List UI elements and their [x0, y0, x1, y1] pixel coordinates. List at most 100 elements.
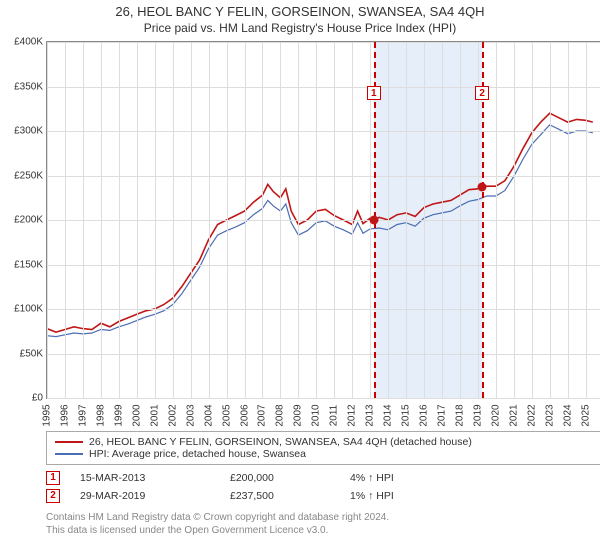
gridline-h — [47, 176, 600, 177]
sale-hpi: 1% ↑ HPI — [350, 490, 394, 502]
sale-date: 15-MAR-2013 — [80, 472, 230, 484]
gridline-v — [280, 42, 281, 398]
series-hpi — [47, 125, 593, 337]
gridline-v — [334, 42, 335, 398]
gridline-v — [209, 42, 210, 398]
x-axis-label: 2009 — [293, 404, 304, 426]
x-axis-label: 2023 — [544, 404, 555, 426]
x-axis-label: 2011 — [329, 405, 340, 427]
x-axis-label: 2014 — [383, 404, 394, 426]
sale-marker-dot — [478, 182, 487, 191]
gridline-v — [496, 42, 497, 398]
gridline-h — [47, 220, 600, 221]
sale-price: £237,500 — [230, 490, 350, 502]
y-axis-label: £100K — [14, 304, 43, 315]
sale-price: £200,000 — [230, 472, 350, 484]
legend-swatch — [55, 453, 83, 455]
chart-subtitle: Price paid vs. HM Land Registry's House … — [8, 21, 592, 35]
legend-label: HPI: Average price, detached house, Swan… — [89, 448, 306, 460]
y-axis-label: £400K — [14, 37, 43, 48]
gridline-v — [245, 42, 246, 398]
gridline-v — [586, 42, 587, 398]
gridline-v — [460, 42, 461, 398]
gridline-v — [532, 42, 533, 398]
gridline-h — [47, 42, 600, 43]
gridline-v — [262, 42, 263, 398]
y-axis-label: £350K — [14, 81, 43, 92]
x-axis-label: 2013 — [365, 404, 376, 426]
sales-table: 1 15-MAR-2013 £200,000 4% ↑ HPI 2 29-MAR… — [46, 471, 600, 503]
x-axis-label: 2018 — [454, 404, 465, 426]
x-axis-label: 2015 — [401, 404, 412, 426]
gridline-v — [298, 42, 299, 398]
sale-marker-box: 1 — [46, 471, 60, 485]
x-axis-label: 2017 — [437, 404, 448, 426]
gridline-v — [101, 42, 102, 398]
x-axis-label: 2019 — [472, 404, 483, 426]
gridline-h — [47, 309, 600, 310]
x-axis-label: 2005 — [221, 404, 232, 426]
y-axis-label: £50K — [20, 348, 43, 359]
x-axis-label: 2008 — [275, 404, 286, 426]
y-axis-label: £200K — [14, 215, 43, 226]
x-axis-label: 2003 — [185, 404, 196, 426]
sale-marker-box: 2 — [46, 489, 60, 503]
legend-row: 26, HEOL BANC Y FELIN, GORSEINON, SWANSE… — [55, 436, 592, 448]
chart-title: 26, HEOL BANC Y FELIN, GORSEINON, SWANSE… — [8, 4, 592, 19]
gridline-v — [191, 42, 192, 398]
gridline-h — [47, 131, 600, 132]
sale-marker-box: 1 — [367, 86, 381, 100]
gridline-v — [442, 42, 443, 398]
legend-label: 26, HEOL BANC Y FELIN, GORSEINON, SWANSE… — [89, 436, 472, 448]
gridline-v — [173, 42, 174, 398]
x-axis-label: 2002 — [167, 404, 178, 426]
gridline-v — [550, 42, 551, 398]
gridline-v — [568, 42, 569, 398]
gridline-v — [83, 42, 84, 398]
x-axis-label: 2000 — [131, 404, 142, 426]
x-axis-label: 2010 — [311, 404, 322, 426]
copyright: Contains HM Land Registry data © Crown c… — [46, 511, 600, 537]
gridline-v — [514, 42, 515, 398]
y-axis-label: £250K — [14, 170, 43, 181]
gridline-v — [65, 42, 66, 398]
legend-row: HPI: Average price, detached house, Swan… — [55, 448, 592, 460]
x-axis-label: 2007 — [257, 404, 268, 426]
x-axis-label: 2004 — [203, 404, 214, 426]
x-axis-label: 2006 — [239, 404, 250, 426]
gridline-v — [352, 42, 353, 398]
x-axis-label: 2020 — [490, 404, 501, 426]
sale-marker-box: 2 — [475, 86, 489, 100]
x-axis-label: 2021 — [508, 404, 519, 426]
gridline-v — [119, 42, 120, 398]
x-axis-label: 2025 — [580, 404, 591, 426]
gridline-v — [47, 42, 48, 398]
gridline-h — [47, 398, 600, 399]
gridline-h — [47, 265, 600, 266]
x-axis-label: 2024 — [562, 404, 573, 426]
sale-row: 2 29-MAR-2019 £237,500 1% ↑ HPI — [46, 489, 600, 503]
gridline-v — [316, 42, 317, 398]
gridline-v — [155, 42, 156, 398]
series-property — [47, 113, 593, 332]
gridline-h — [47, 354, 600, 355]
x-axis-label: 2022 — [526, 404, 537, 426]
x-axis-label: 2012 — [347, 404, 358, 426]
x-axis-label: 1995 — [42, 404, 53, 426]
gridline-v — [137, 42, 138, 398]
y-axis-label: £150K — [14, 259, 43, 270]
legend-box: 26, HEOL BANC Y FELIN, GORSEINON, SWANSE… — [46, 431, 600, 465]
sale-marker-dot — [369, 216, 378, 225]
y-axis-label: £0 — [32, 393, 43, 404]
gridline-h — [47, 87, 600, 88]
x-axis-label: 1999 — [113, 404, 124, 426]
x-axis-label: 2016 — [419, 404, 430, 426]
x-axis-label: 1996 — [59, 404, 70, 426]
gridline-v — [406, 42, 407, 398]
sale-date: 29-MAR-2019 — [80, 490, 230, 502]
x-axis-label: 1997 — [77, 404, 88, 426]
gridline-v — [227, 42, 228, 398]
y-axis-label: £300K — [14, 126, 43, 137]
sale-hpi: 4% ↑ HPI — [350, 472, 394, 484]
legend-swatch — [55, 441, 83, 443]
